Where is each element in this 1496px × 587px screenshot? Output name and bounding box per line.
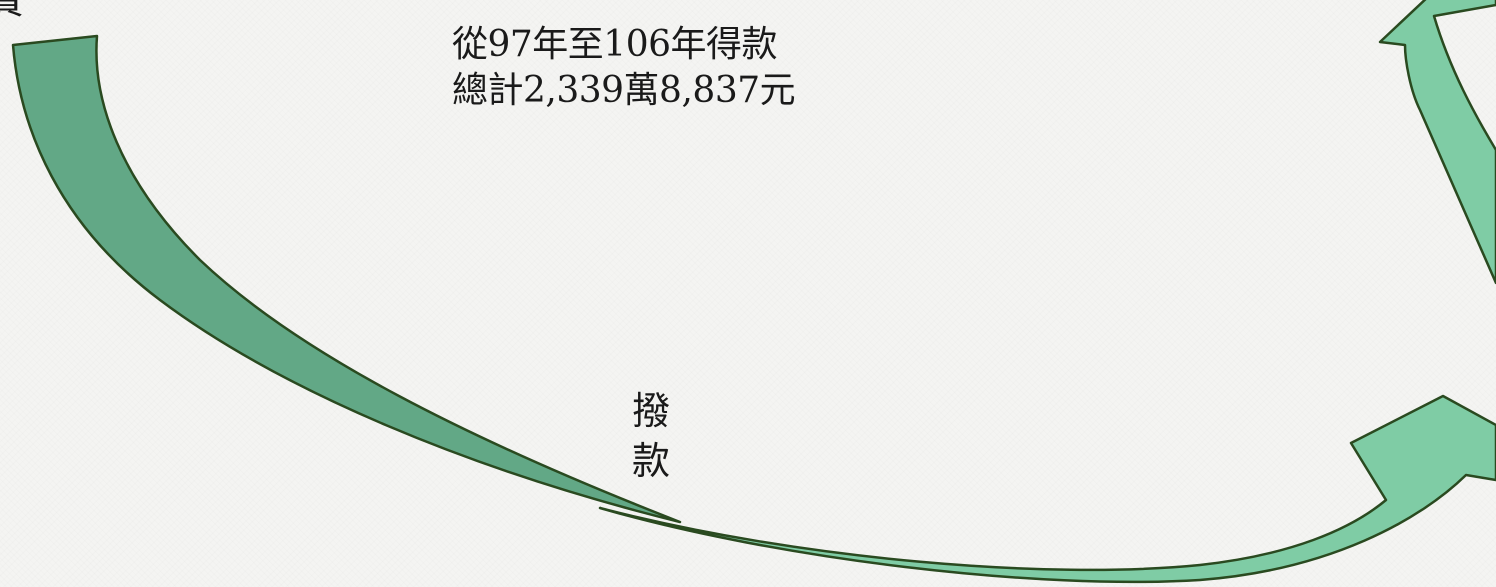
left-curved-arrow	[11, 34, 682, 524]
right-upward-arrow	[1378, 0, 1496, 285]
allocation-label-char-1: 撥	[631, 389, 670, 433]
allocation-label-char-2: 款	[631, 439, 670, 483]
allocation-label: 撥 款	[626, 386, 676, 486]
caption-line-1: 從97年至106年得款	[452, 24, 778, 65]
funding-total-caption: 從97年至106年得款 總計2,339萬8,837元	[452, 22, 872, 114]
bottom-curved-arrow	[598, 394, 1496, 584]
corner-fragment-text: 費	[0, 0, 24, 23]
caption-line-2: 總計2,339萬8,837元	[452, 70, 796, 111]
